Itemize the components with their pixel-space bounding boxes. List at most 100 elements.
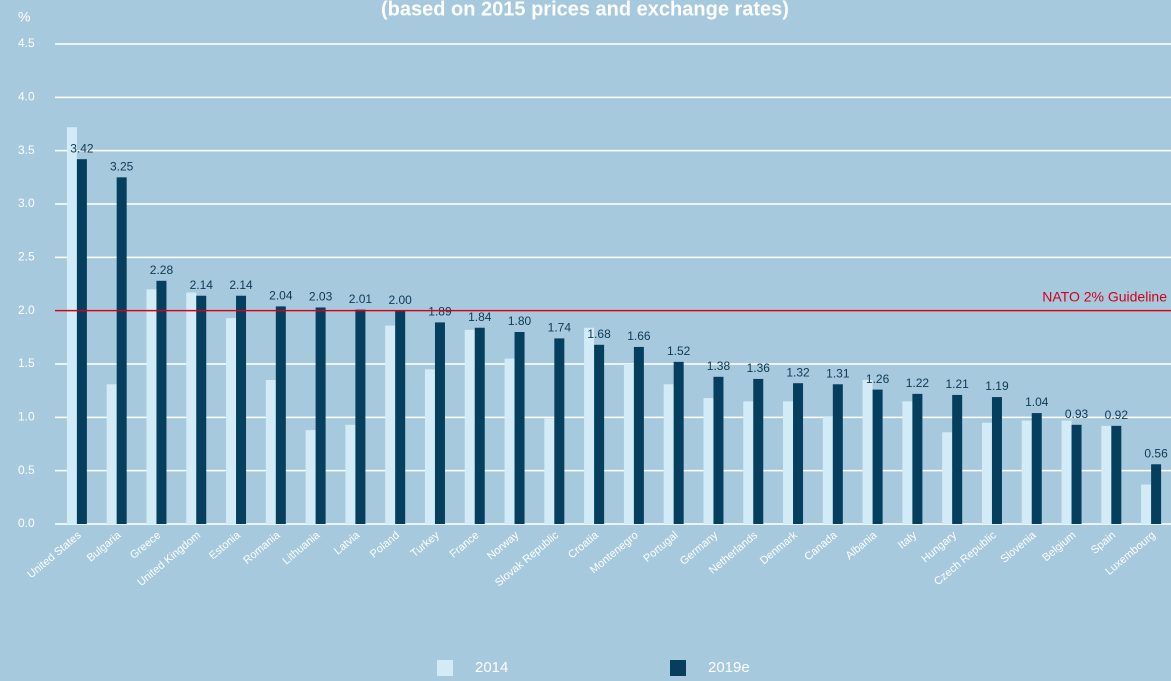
data-label: 2.03	[309, 290, 333, 304]
data-label: 1.19	[985, 379, 1009, 393]
bar	[713, 376, 724, 524]
bar	[902, 401, 913, 524]
bar	[952, 394, 963, 524]
bar	[315, 307, 326, 524]
bar	[753, 378, 764, 524]
bar	[1151, 464, 1162, 524]
bar	[862, 380, 873, 524]
reference-label: NATO 2% Guideline	[1042, 288, 1167, 304]
data-label: 1.21	[945, 377, 969, 391]
bar	[514, 332, 525, 524]
data-label: 1.26	[866, 372, 890, 386]
data-label: 1.22	[906, 376, 930, 390]
bar	[156, 280, 167, 524]
bar	[196, 295, 207, 524]
bar	[673, 361, 684, 524]
bar	[504, 358, 515, 524]
bar	[832, 384, 843, 524]
bar	[106, 384, 117, 524]
bar	[305, 430, 316, 524]
bar	[424, 369, 435, 524]
bar	[464, 329, 475, 524]
bar	[186, 292, 197, 524]
bar	[942, 432, 953, 524]
data-label: 3.42	[70, 141, 94, 155]
data-label: 0.56	[1144, 446, 1168, 460]
y-tick-label: 3.0	[18, 196, 35, 210]
bar	[395, 310, 406, 524]
data-label: 2.14	[229, 278, 253, 292]
bar	[385, 325, 396, 524]
data-label: 1.36	[747, 361, 771, 375]
y-tick-label: 2.0	[18, 303, 35, 317]
bar	[623, 364, 634, 524]
bar	[265, 380, 276, 524]
data-label: 2.04	[269, 289, 293, 303]
data-label: 1.38	[707, 359, 731, 373]
data-label: 1.52	[667, 344, 691, 358]
bar	[991, 397, 1002, 524]
y-tick-label: 3.5	[18, 143, 35, 157]
bar	[146, 289, 157, 524]
data-label: 2.01	[349, 292, 373, 306]
y-tick-label: 1.0	[18, 410, 35, 424]
bar	[633, 346, 644, 524]
bar	[544, 418, 555, 524]
legend-swatch	[437, 660, 453, 676]
data-label: 1.89	[428, 305, 452, 319]
bar	[663, 384, 674, 524]
legend-label: 2019e	[708, 659, 750, 676]
data-label: 1.68	[587, 327, 611, 341]
bar	[116, 177, 127, 525]
bar	[1101, 425, 1112, 524]
bar	[66, 127, 77, 524]
bar	[912, 393, 923, 524]
bar	[1071, 424, 1082, 524]
bar	[743, 401, 754, 524]
bar	[872, 389, 883, 524]
data-label: 1.84	[468, 310, 492, 324]
y-tick-label: 2.5	[18, 250, 35, 264]
bar	[783, 401, 794, 524]
y-tick-label: 1.5	[18, 356, 35, 370]
bar	[584, 327, 595, 524]
bar	[275, 306, 286, 524]
data-label: 1.31	[826, 366, 850, 380]
data-label: 2.00	[388, 293, 412, 307]
bar	[1141, 484, 1152, 524]
y-tick-label: 0.0	[18, 516, 35, 530]
data-label: 1.66	[627, 329, 651, 343]
y-tick-label: 0.5	[18, 463, 35, 477]
bar	[355, 309, 366, 524]
bar	[594, 344, 605, 524]
bar	[793, 383, 804, 524]
chart-title: (based on 2015 prices and exchange rates…	[381, 0, 789, 20]
data-label: 1.04	[1025, 395, 1049, 409]
data-label: 2.28	[150, 263, 174, 277]
data-label: 1.80	[508, 314, 532, 328]
bar	[1031, 413, 1042, 524]
y-tick-label: 4.5	[18, 36, 35, 50]
bar	[345, 424, 356, 524]
y-axis-label: %	[18, 9, 30, 25]
data-label: 0.92	[1105, 408, 1129, 422]
bar	[1061, 420, 1072, 524]
bar	[554, 338, 565, 524]
bar	[703, 398, 714, 524]
data-label: 1.32	[786, 365, 810, 379]
bar	[76, 159, 87, 524]
legend-label: 2014	[475, 659, 508, 676]
bar	[981, 422, 992, 524]
data-label: 2.14	[190, 278, 214, 292]
bar	[236, 295, 247, 524]
bar	[822, 416, 833, 524]
bar	[474, 327, 485, 524]
data-label: 3.25	[110, 160, 134, 174]
legend-swatch	[670, 660, 686, 676]
data-label: 0.93	[1065, 407, 1089, 421]
data-label: 1.74	[548, 321, 572, 335]
bar	[1021, 420, 1032, 524]
bar	[434, 322, 445, 524]
bar	[226, 318, 237, 524]
